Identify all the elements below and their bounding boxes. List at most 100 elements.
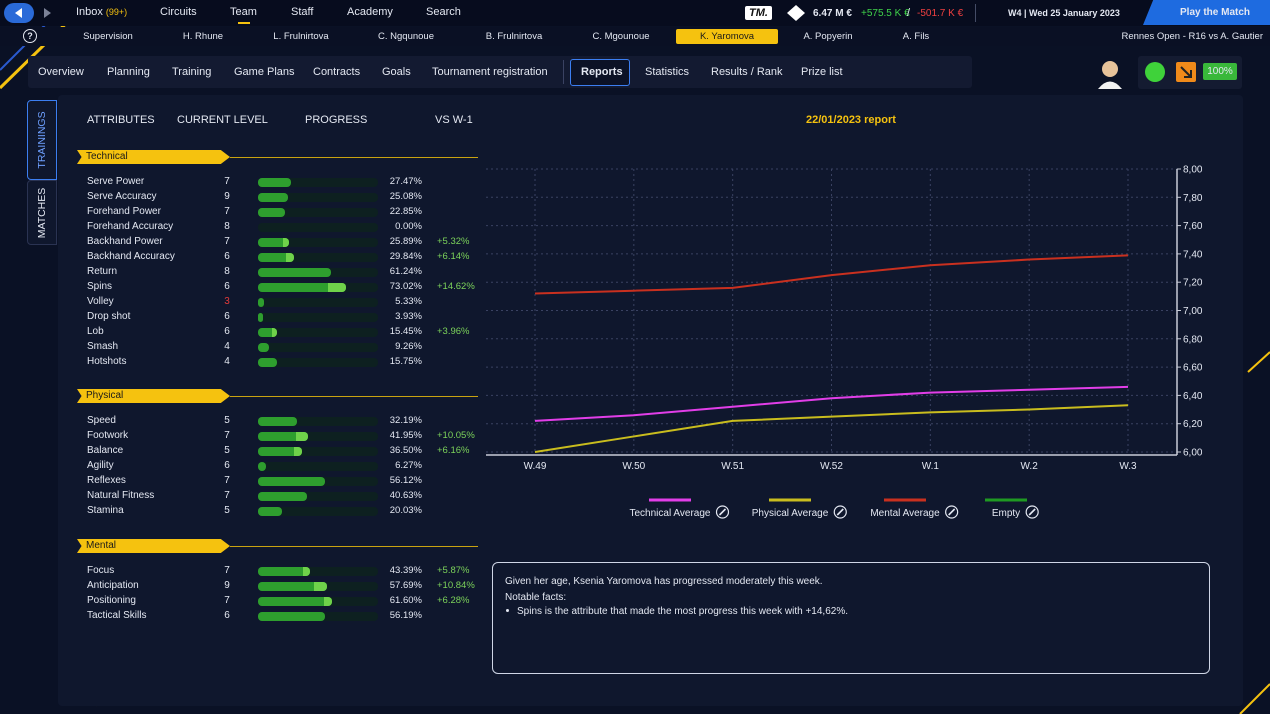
progress-value: 56.12%: [389, 475, 422, 486]
side-tab[interactable]: MATCHES: [27, 180, 57, 245]
progress-gain: [324, 597, 332, 606]
attribute-name: Hotshots: [87, 356, 127, 367]
edit-icon[interactable]: [1025, 505, 1039, 519]
tab[interactable]: Overview: [38, 66, 84, 78]
progress-track: [258, 343, 378, 352]
tab[interactable]: Results / Rank: [711, 66, 783, 78]
attribute-name: Agility: [87, 460, 114, 471]
attribute-name: Positioning: [87, 595, 136, 606]
tab-selected-box: [570, 59, 630, 86]
attribute-name: Smash: [87, 341, 119, 352]
player-tab[interactable]: A. Fils: [865, 29, 967, 44]
mood-icon: [1145, 62, 1165, 82]
player-name: C. Ngqunoue: [378, 31, 434, 42]
player-tab[interactable]: L. Frulnirtova: [250, 29, 352, 44]
tab[interactable]: Planning: [107, 66, 150, 78]
nav-item[interactable]: Circuits: [160, 6, 197, 18]
group-rule: [230, 396, 478, 397]
attribute-level: 6: [224, 281, 230, 292]
help-icon[interactable]: ?: [23, 29, 37, 43]
progress-value: 43.39%: [389, 565, 422, 576]
attribute-name: Forehand Power: [87, 206, 161, 217]
tab[interactable]: Tournament registration: [432, 66, 548, 78]
progress-bar: [258, 313, 263, 322]
tab[interactable]: Training: [172, 66, 212, 78]
tab[interactable]: Contracts: [313, 66, 361, 78]
attribute-level: 6: [224, 251, 230, 262]
progress-track: [258, 462, 378, 471]
attribute-level: 9: [224, 580, 230, 591]
player-tab[interactable]: C. Ngqunoue: [355, 29, 457, 44]
progress-value: 0.00%: [395, 221, 422, 232]
progress-bar: [258, 477, 326, 486]
edit-icon[interactable]: [715, 505, 730, 519]
attribute-name: Backhand Accuracy: [87, 251, 175, 262]
player-tab[interactable]: B. Frulnirtova: [463, 29, 565, 44]
progress-value: 73.02%: [389, 281, 422, 292]
progress-bar: [258, 343, 270, 352]
money-icon: [787, 5, 805, 21]
progress-track: [258, 178, 378, 187]
tab[interactable]: Reports: [581, 66, 623, 78]
progress-value: 61.24%: [389, 266, 422, 277]
edit-icon[interactable]: [833, 505, 847, 519]
progress-track: [258, 492, 378, 501]
series-line: [534, 254, 1129, 295]
expense: -501.7 K €: [917, 8, 964, 19]
attribute-level: 7: [224, 206, 230, 217]
progress-track: [258, 507, 378, 516]
tab[interactable]: Goals: [382, 66, 411, 78]
nav-label: Academy: [347, 6, 393, 18]
progress-track: [258, 447, 378, 456]
progress-track: [258, 223, 378, 232]
edit-pencil: [718, 508, 727, 516]
edit-icon[interactable]: [945, 505, 959, 519]
x-tick-label: W.50: [622, 461, 645, 472]
attribute-name: Balance: [87, 445, 124, 456]
separator: /: [907, 7, 911, 19]
nav-badge: (99+): [105, 7, 128, 17]
progress-value: 61.60%: [389, 595, 422, 606]
progress-track: [258, 432, 378, 441]
player-tab[interactable]: A. Popyerin: [777, 29, 879, 44]
player-tab[interactable]: C. Mgounoue: [570, 29, 672, 44]
column-header: VS W-1: [435, 114, 473, 126]
group-header: Mental: [77, 539, 230, 553]
column-header: PROGRESS: [305, 114, 368, 126]
nav-item[interactable]: Staff: [291, 6, 313, 18]
tab[interactable]: Prize list: [801, 66, 843, 78]
group-rule: [230, 157, 478, 158]
side-tab-label: MATCHES: [36, 187, 48, 238]
progress-value: 40.63%: [389, 490, 422, 501]
attribute-level: 7: [224, 176, 230, 187]
nav-item[interactable]: Academy: [347, 6, 393, 18]
avatar-body: [1098, 81, 1122, 89]
nav-item[interactable]: Search: [426, 6, 461, 18]
forward-icon[interactable]: [44, 8, 51, 18]
nav-item[interactable]: Inbox (99+): [76, 6, 127, 18]
attribute-level: 7: [224, 595, 230, 606]
player-tab[interactable]: Supervision: [57, 29, 159, 44]
attribute-level: 6: [224, 610, 230, 621]
progress-gain: [294, 447, 302, 456]
tab[interactable]: Statistics: [645, 66, 690, 78]
play-match-button[interactable]: Play the Match: [1143, 0, 1270, 25]
attribute-level: 6: [224, 311, 230, 322]
player-name: B. Frulnirtova: [485, 31, 543, 42]
player-tab[interactable]: H. Rhune: [152, 29, 254, 44]
progress-bar: [258, 268, 332, 277]
player-tab[interactable]: K. Yaromova: [676, 29, 778, 44]
attribute-level: 7: [224, 430, 230, 441]
attribute-level: 7: [224, 565, 230, 576]
side-tab[interactable]: TRAININGS: [27, 100, 57, 180]
nav-item[interactable]: Team: [230, 6, 257, 24]
group-rule: [230, 546, 478, 547]
money-shape: [787, 5, 805, 21]
tab[interactable]: Game Plans: [234, 66, 295, 78]
column-header: ATTRIBUTES: [87, 114, 155, 126]
x-tick-label: W.49: [524, 461, 547, 472]
trend-arrow: [1180, 66, 1192, 78]
player-name: L. Frulnirtova: [273, 31, 329, 42]
progress-value: 57.69%: [389, 580, 422, 591]
